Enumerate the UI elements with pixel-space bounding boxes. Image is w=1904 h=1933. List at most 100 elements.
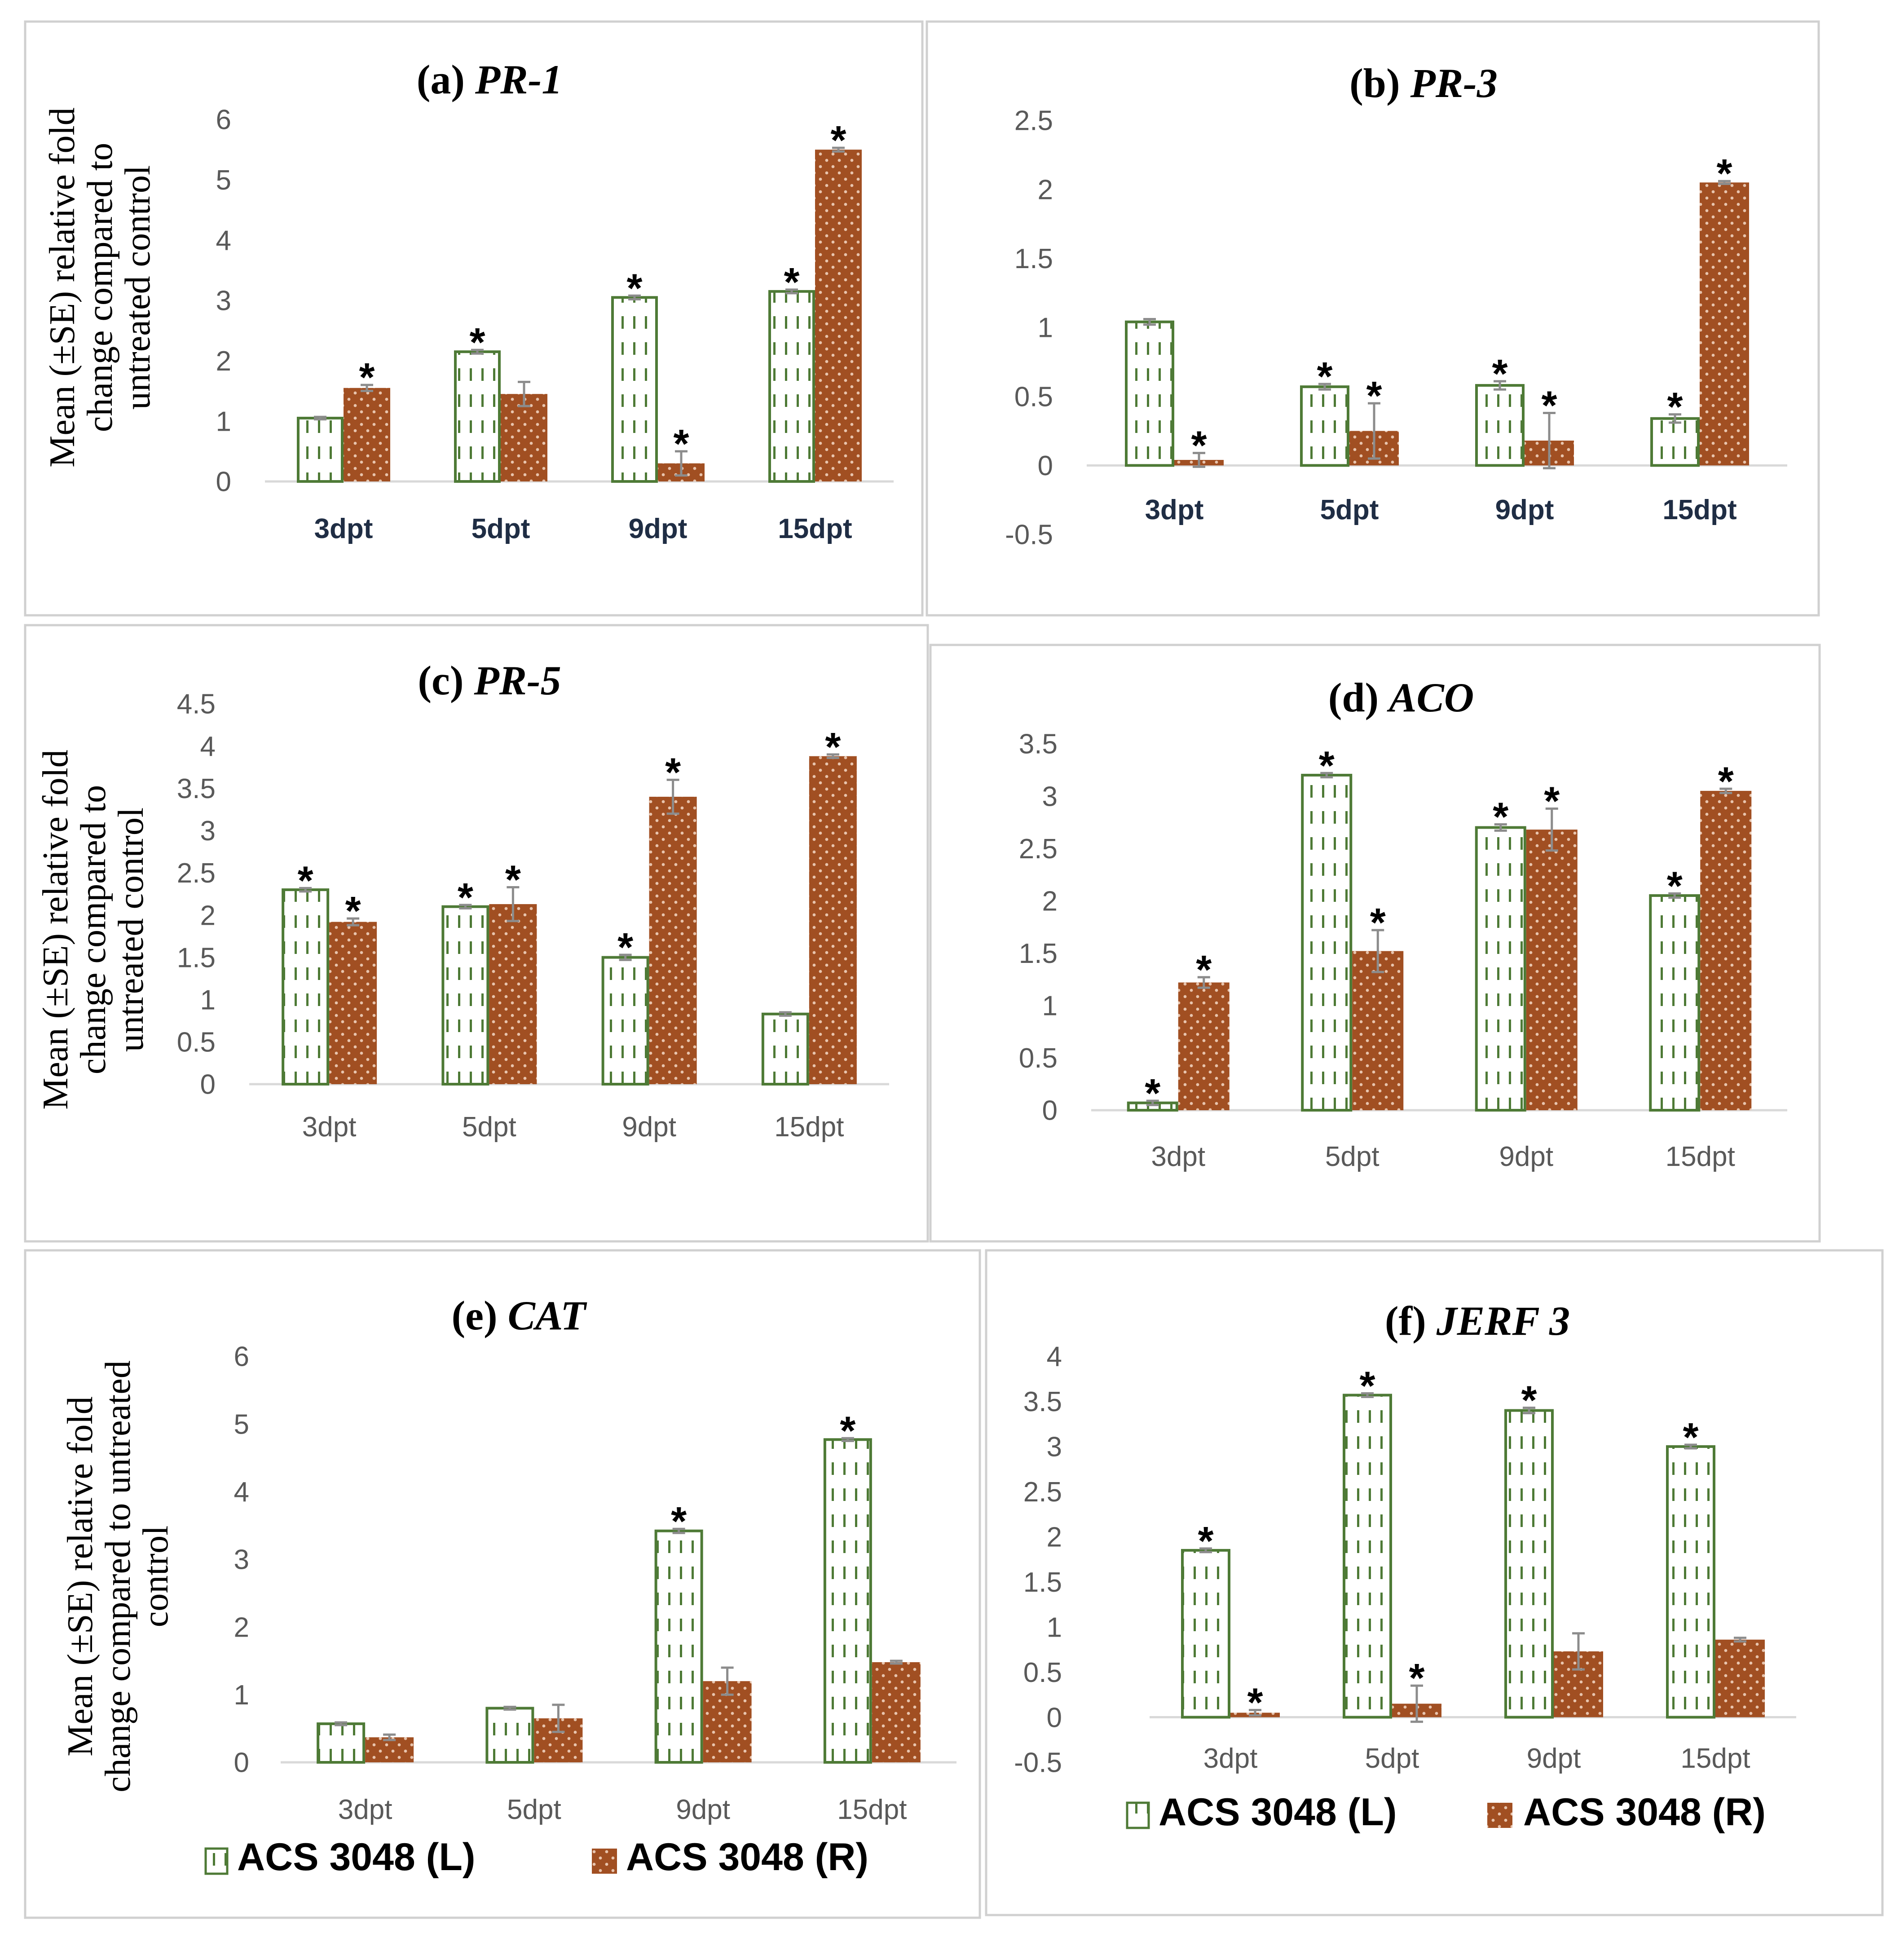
bar-series-l: [1666, 1445, 1715, 1719]
y-tick-label: 6: [234, 1342, 249, 1373]
legend-swatch-series-r: [592, 1849, 617, 1874]
bar-series-r: [872, 1662, 921, 1762]
significance-star: *: [665, 750, 681, 795]
y-tick-label: 5: [216, 165, 231, 196]
bar-series-l: [1504, 1409, 1554, 1719]
x-category-label: 3dpt: [338, 1794, 392, 1825]
y-tick-label: 2.5: [177, 858, 216, 889]
significance-star: *: [825, 725, 841, 770]
x-category-label: 9dpt: [629, 513, 688, 544]
bar-series-l: [601, 956, 649, 1086]
y-tick-label: 1.5: [177, 942, 216, 973]
y-tick-label: 3: [234, 1545, 249, 1576]
x-category-label: 9dpt: [676, 1794, 730, 1825]
bar-series-r: [501, 394, 547, 481]
y-axis-label-line: Mean (±SE) relative fold: [61, 1396, 100, 1756]
bar-series-l: [611, 296, 658, 483]
y-axis-label-line: untreated control: [118, 165, 158, 410]
y-tick-label: 0.5: [1019, 1043, 1058, 1074]
significance-star: *: [1196, 948, 1212, 993]
y-tick-label: 5: [234, 1409, 249, 1440]
bar-series-l: [1125, 320, 1174, 467]
legend-swatch-series-r: [1487, 1803, 1512, 1828]
significance-star: *: [626, 266, 642, 311]
panel-frame-a: [24, 20, 924, 617]
significance-star: *: [1521, 1378, 1537, 1423]
bar-series-l: [1649, 894, 1701, 1112]
y-tick-label: 1: [1042, 991, 1058, 1022]
y-tick-label: 2.5: [1019, 834, 1058, 865]
y-tick-label: 1: [216, 406, 231, 437]
chart-title-gene: ACO: [1387, 675, 1474, 720]
y-tick-label: -0.5: [1005, 520, 1053, 551]
significance-star: *: [345, 889, 361, 934]
x-category-label: 9dpt: [1527, 1743, 1581, 1774]
bar-series-l: [761, 1012, 809, 1086]
bar-series-r: [1352, 951, 1404, 1110]
legend-swatch-series-l: [204, 1847, 229, 1875]
legend-label-series-r: ACS 3048 (R): [626, 1836, 868, 1879]
y-tick-label: 6: [216, 105, 231, 136]
chart-title-prefix: (a): [417, 57, 475, 102]
y-tick-label: 0: [234, 1748, 249, 1779]
y-tick-label: 2: [1042, 886, 1058, 917]
legend-label-series-l: ACS 3048 (L): [237, 1836, 476, 1879]
significance-star: *: [298, 858, 313, 903]
x-category-label: 5dpt: [1365, 1743, 1419, 1774]
bar-series-l: [317, 1722, 366, 1764]
significance-star: *: [1191, 424, 1207, 468]
bar-series-r: [489, 904, 537, 1084]
y-tick-label: 1: [1038, 313, 1053, 344]
y-tick-label: 0: [1042, 1095, 1058, 1126]
y-axis-label-line: Mean (±SE) relative fold: [43, 107, 82, 467]
chart-title: (b) PR-3: [1349, 60, 1498, 106]
y-tick-label: 0: [216, 467, 231, 498]
significance-star: *: [1198, 1519, 1213, 1564]
chart-panel-jerf3: (f) JERF 3 4 3.5 3 2.5 2 1.5 1 0.5 0 -0.5 * * 3dpt * * 5…: [1014, 1298, 1796, 1779]
significance-star: *: [784, 260, 799, 305]
y-tick-label: 1.5: [1014, 243, 1053, 274]
x-category-label: 5dpt: [1320, 494, 1379, 525]
bar-series-r: [649, 797, 697, 1084]
x-category-label: 5dpt: [507, 1794, 561, 1825]
y-tick-label: 2: [200, 900, 216, 931]
legend-label-series-r: ACS 3048 (R): [1523, 1791, 1766, 1834]
y-axis-label-line: control: [136, 1526, 176, 1628]
panel-frame-b: [926, 20, 1820, 617]
bar-series-l: [823, 1438, 872, 1764]
y-tick-label: 3.5: [1023, 1386, 1062, 1417]
y-tick-label: 3: [1047, 1432, 1062, 1463]
panel-frame-e: [24, 1249, 981, 1919]
y-axis-label: Mean (±SE) relative foldchange compared …: [43, 107, 158, 467]
chart-title: (d) ACO: [1328, 675, 1474, 720]
chart-title-gene: PR-3: [1410, 60, 1498, 106]
chart-title-gene: PR-1: [475, 57, 562, 102]
legend-right: ACS 3048 (L) ACS 3048 (R): [1126, 1791, 1766, 1834]
chart-title-prefix: (e): [452, 1293, 508, 1338]
chart-title-prefix: (b): [1349, 60, 1410, 106]
y-tick-label: 4: [1047, 1342, 1062, 1373]
bar-series-r: [365, 1737, 414, 1762]
x-category-label: 3dpt: [1203, 1743, 1258, 1774]
bar-series-l: [654, 1529, 703, 1764]
significance-star: *: [458, 875, 473, 920]
x-category-label: 3dpt: [314, 513, 373, 544]
bar-series-r: [815, 150, 862, 482]
x-category-label: 3dpt: [1151, 1141, 1205, 1172]
y-tick-label: 1: [1047, 1612, 1062, 1643]
chart-title-gene: JERF 3: [1436, 1298, 1570, 1344]
y-axis-label-line: change compared to untreated: [98, 1360, 138, 1792]
significance-star: *: [1716, 151, 1732, 196]
significance-star: *: [1319, 743, 1335, 788]
panel-frame-f: [985, 1249, 1884, 1916]
bar-series-l: [297, 416, 344, 483]
bar-series-l: [1301, 773, 1353, 1112]
bar-series-l: [282, 888, 330, 1086]
y-tick-label: 0.5: [177, 1027, 216, 1058]
significance-star: *: [359, 355, 375, 400]
significance-star: *: [1667, 864, 1683, 909]
y-tick-label: 0.5: [1014, 381, 1053, 412]
bar-series-l: [1475, 384, 1525, 467]
chart-title-prefix: (f): [1385, 1298, 1437, 1344]
y-tick-label: 0: [1047, 1702, 1062, 1733]
